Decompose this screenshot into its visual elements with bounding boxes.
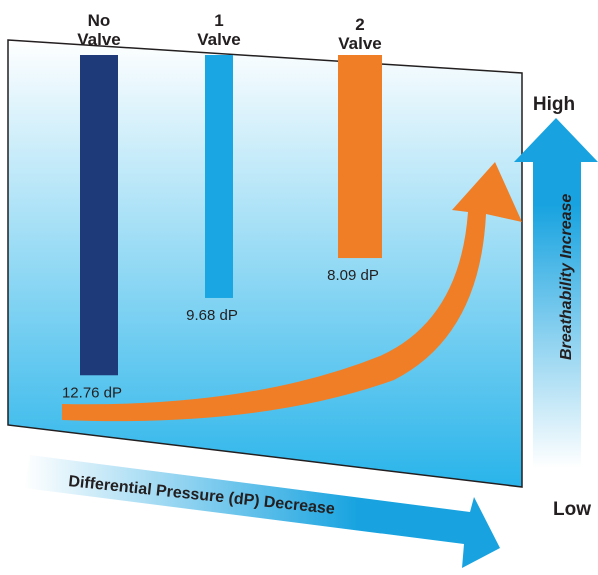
category-label-2-valve-line-1: 2 <box>355 15 364 34</box>
breathability-label: Breathability Increase <box>558 194 575 360</box>
value-label-2-valve: 8.09 dP <box>327 267 379 284</box>
category-label-no-valve-line-2: Valve <box>77 30 121 49</box>
pressure-arrow <box>24 455 500 568</box>
bar-2-valve <box>338 55 382 259</box>
trend-arrow <box>62 162 522 422</box>
value-label-no-valve: 12.76 dP <box>62 384 122 401</box>
bar-no-valve <box>80 55 118 376</box>
high-label: High <box>533 94 575 115</box>
category-label-1-valve-line-1: 1 <box>214 11 223 30</box>
value-label-1-valve: 9.68 dP <box>186 307 238 324</box>
category-label-2-valve-line-2: Valve <box>338 34 382 53</box>
category-label-1-valve-line-2: Valve <box>197 30 241 49</box>
breathability-arrow <box>514 118 598 468</box>
category-label-no-valve-line-1: No <box>88 11 111 30</box>
low-label: Low <box>553 499 591 520</box>
bar-1-valve <box>205 55 233 298</box>
